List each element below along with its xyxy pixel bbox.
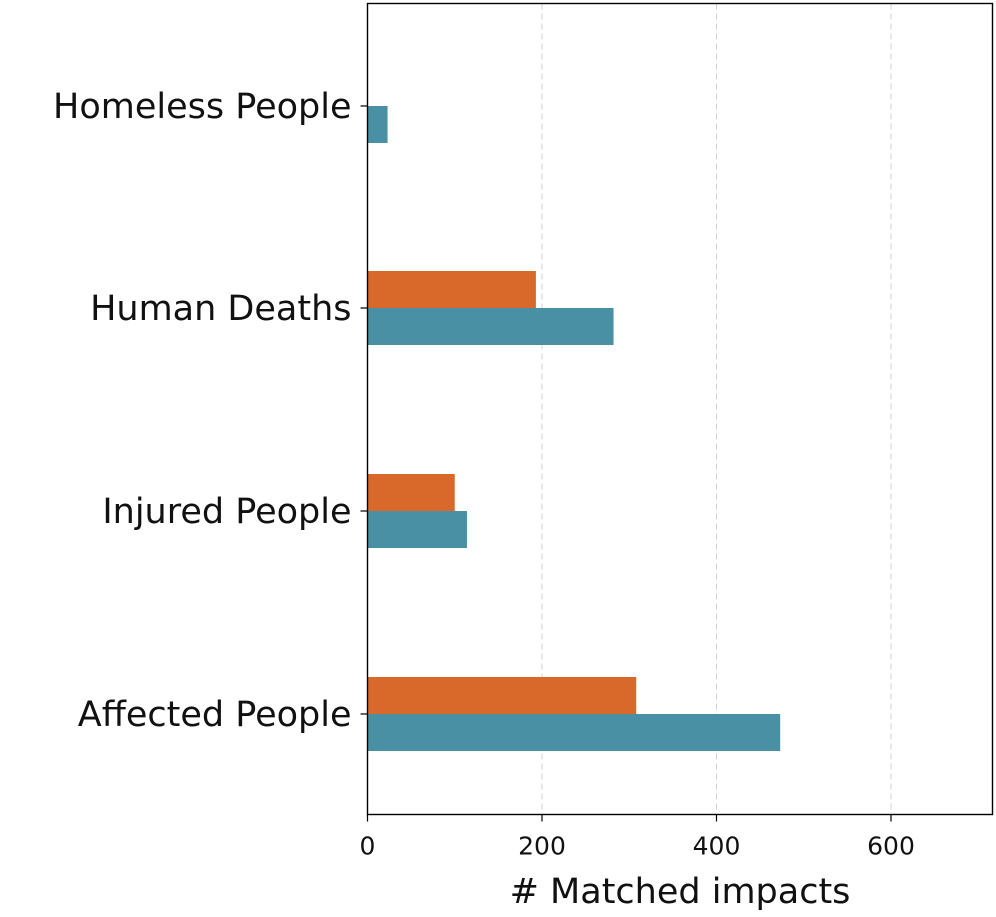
x-tick-label-400: 400 xyxy=(693,832,741,861)
y-tick-label-injured-people: Injured People xyxy=(102,492,351,532)
y-tick-label-homeless-people: Homeless People xyxy=(53,87,352,127)
x-tick-label-0: 0 xyxy=(360,832,376,861)
bar-series2-homeless-people xyxy=(367,106,388,143)
x-axis-title: # Matched impacts xyxy=(510,872,851,912)
bar-series1-human-deaths xyxy=(367,271,536,308)
bar-series1-injured-people xyxy=(367,474,455,511)
plot-frame xyxy=(366,2,994,816)
x-tick-label-200: 200 xyxy=(518,832,566,861)
y-tick-label-human-deaths: Human Deaths xyxy=(90,289,351,329)
y-tick-label-affected-people: Affected People xyxy=(78,695,352,735)
bar-series2-affected-people xyxy=(367,714,781,751)
y-axis-ticks: Homeless People Human Deaths Injured Peopl… xyxy=(53,87,368,735)
bars xyxy=(367,106,781,751)
bar-series1-affected-people xyxy=(367,677,637,714)
x-tick-label-600: 600 xyxy=(867,832,915,861)
bar-series2-injured-people xyxy=(367,511,467,548)
x-axis-ticks: 0 200 400 600 xyxy=(360,814,915,861)
bar-series2-human-deaths xyxy=(367,308,614,345)
